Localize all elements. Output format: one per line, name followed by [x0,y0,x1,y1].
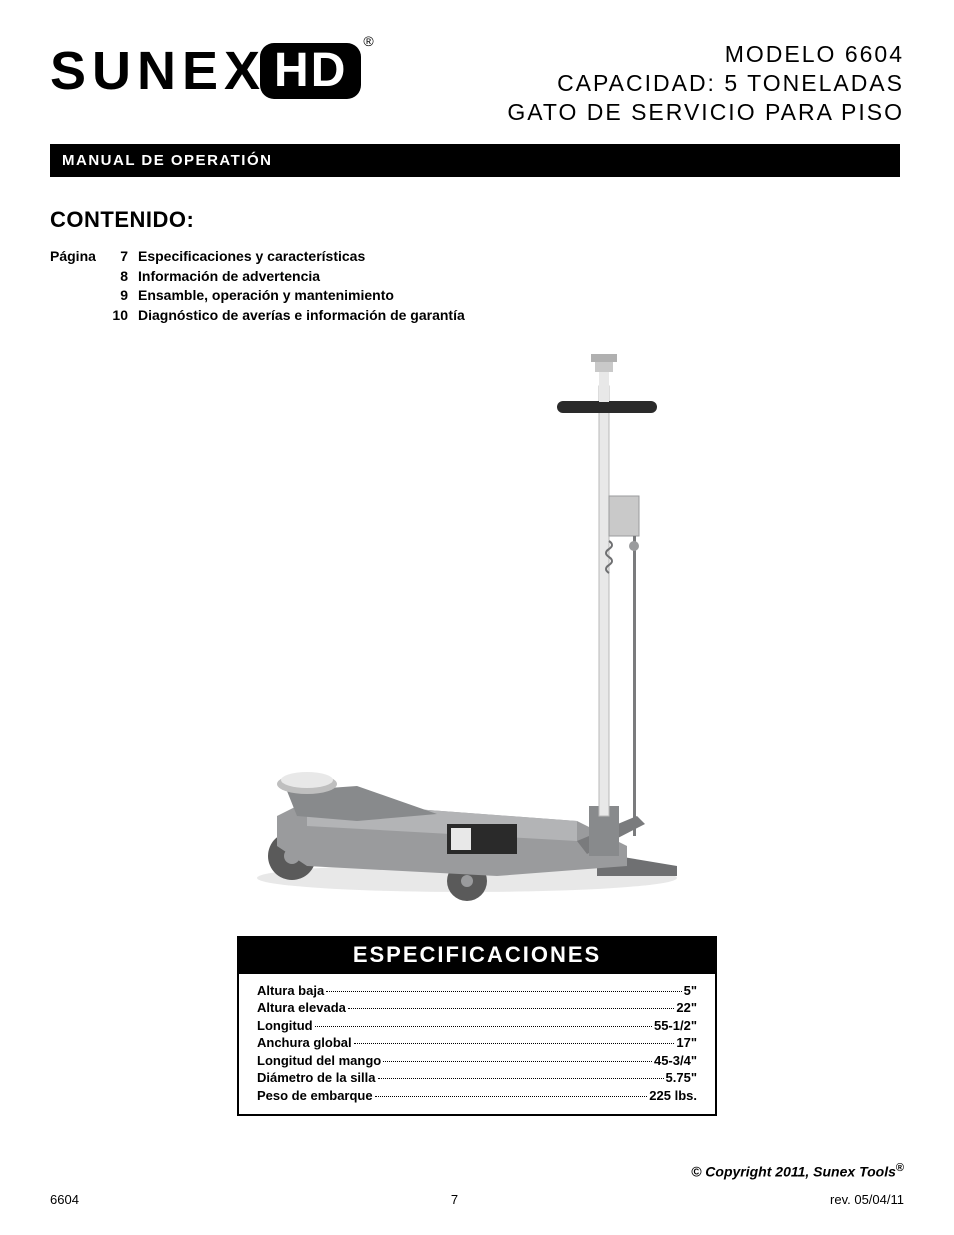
leader-dots [354,1043,675,1044]
table-of-contents: Página 7 Especificaciones y característi… [50,247,904,325]
spec-value: 5.75" [666,1069,697,1087]
spec-row: Longitud 55-1/2" [257,1017,697,1035]
toc-row: 10 Diagnóstico de averías e información … [50,306,904,326]
header-product-info: MODELO 6604 CAPACIDAD: 5 TONELADAS GATO … [507,40,904,126]
spec-value: 17" [676,1034,697,1052]
toc-page-num: 10 [110,306,138,326]
spec-value: 55-1/2" [654,1017,697,1035]
specifications-body: Altura baja 5" Altura elevada 22" Longit… [239,974,715,1115]
toc-row: 8 Información de advertencia [50,267,904,287]
leader-dots [383,1061,652,1062]
spec-row: Altura baja 5" [257,982,697,1000]
spec-label: Longitud [257,1017,313,1035]
toc-entry-text: Información de advertencia [138,267,904,287]
spec-row: Peso de embarque 225 lbs. [257,1087,697,1105]
toc-entry-text: Ensamble, operación y mantenimiento [138,286,904,306]
logo-text-sunex: SUNEX [50,40,266,102]
header-row: SUNEX HD ® MODELO 6604 CAPACIDAD: 5 TONE… [50,40,904,126]
copyright-text: © Copyright 2011, Sunex Tools [691,1164,896,1180]
toc-page-num: 8 [110,267,138,287]
leader-dots [326,991,681,992]
brand-logo: SUNEX HD ® [50,40,372,102]
header-product-name: GATO DE SERVICIO PARA PISO [507,98,904,127]
leader-dots [378,1078,664,1079]
logo-text-hd: HD [260,43,361,99]
spec-label: Anchura global [257,1034,352,1052]
header-capacity: CAPACIDAD: 5 TONELADAS [507,69,904,98]
spec-label: Diámetro de la silla [257,1069,376,1087]
spec-row: Altura elevada 22" [257,999,697,1017]
spec-label: Longitud del mango [257,1052,381,1070]
toc-page-num: 9 [110,286,138,306]
leader-dots [315,1026,652,1027]
leader-dots [375,1096,648,1097]
spec-value: 5" [684,982,697,1000]
spec-value: 45-3/4" [654,1052,697,1070]
registered-mark: ® [363,33,373,49]
copyright-line: © Copyright 2011, Sunex Tools® [691,1162,904,1180]
toc-entry-text: Especificaciones y características [138,247,904,267]
footer-revision: rev. 05/04/11 [830,1192,904,1207]
contents-heading: CONTENIDO: [50,207,904,233]
page-footer: 6604 7 rev. 05/04/11 [50,1192,904,1207]
toc-prefix: Página [50,247,110,267]
spec-row: Longitud del mango 45-3/4" [257,1052,697,1070]
spec-label: Altura elevada [257,999,346,1017]
product-illustration [237,346,717,916]
specifications-box: ESPECIFICACIONES Altura baja 5" Altura e… [237,936,717,1117]
header-model: MODELO 6604 [507,40,904,69]
copyright-registered: ® [896,1162,904,1174]
spec-row: Diámetro de la silla 5.75" [257,1069,697,1087]
spec-value: 225 lbs. [649,1087,697,1105]
spec-label: Peso de embarque [257,1087,373,1105]
manual-title-bar: MANUAL DE OPERATIÓN [50,144,900,177]
footer-model: 6604 [50,1192,79,1207]
toc-entry-text: Diagnóstico de averías e información de … [138,306,904,326]
spec-value: 22" [676,999,697,1017]
spec-label: Altura baja [257,982,324,1000]
spec-row: Anchura global 17" [257,1034,697,1052]
footer-page-number: 7 [451,1192,458,1207]
specifications-heading: ESPECIFICACIONES [239,938,715,974]
leader-dots [348,1008,675,1009]
toc-row: 9 Ensamble, operación y mantenimiento [50,286,904,306]
toc-row: Página 7 Especificaciones y característi… [50,247,904,267]
toc-page-num: 7 [110,247,138,267]
